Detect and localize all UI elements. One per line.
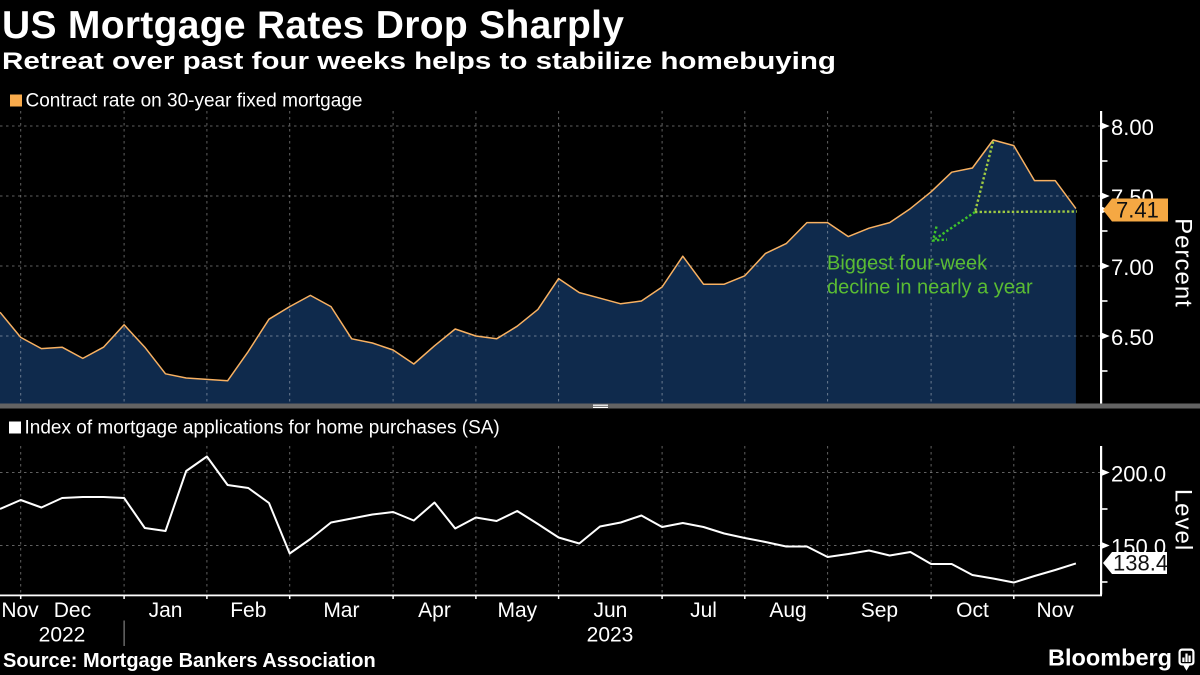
svg-text:Bloomberg: Bloomberg	[1048, 645, 1172, 671]
svg-text:US Mortgage Rates Drop Sharply: US Mortgage Rates Drop Sharply	[2, 4, 624, 47]
svg-text:Sep: Sep	[861, 599, 898, 622]
svg-text:Feb: Feb	[230, 599, 266, 622]
svg-text:Dec: Dec	[54, 599, 91, 622]
svg-text:May: May	[497, 599, 537, 622]
svg-text:Source: Mortgage Bankers Assoc: Source: Mortgage Bankers Association	[3, 650, 376, 672]
svg-text:Contract rate on 30-year fixed: Contract rate on 30-year fixed mortgage	[26, 91, 363, 112]
svg-text:2023: 2023	[587, 624, 634, 647]
svg-text:Percent: Percent	[1170, 218, 1197, 308]
svg-text:Mar: Mar	[323, 599, 359, 622]
svg-text:2022: 2022	[39, 624, 86, 647]
svg-text:8.00: 8.00	[1111, 115, 1154, 140]
svg-text:Jan: Jan	[149, 599, 183, 622]
svg-text:Retreat over past four weeks h: Retreat over past four weeks helps to st…	[2, 48, 836, 75]
svg-text:6.50: 6.50	[1111, 325, 1154, 350]
svg-text:Jul: Jul	[690, 599, 717, 622]
svg-text:decline in nearly a year: decline in nearly a year	[827, 277, 1033, 299]
svg-text:200.0: 200.0	[1111, 462, 1166, 487]
svg-text:Biggest four-week: Biggest four-week	[827, 253, 988, 275]
svg-text:Index of mortgage applications: Index of mortgage applications for home …	[25, 418, 500, 439]
svg-text:Jun: Jun	[593, 599, 627, 622]
svg-text:Oct: Oct	[956, 599, 989, 622]
svg-text:Level: Level	[1170, 489, 1197, 551]
svg-text:Apr: Apr	[418, 599, 451, 622]
svg-text:138.4: 138.4	[1113, 551, 1168, 576]
svg-text:Nov: Nov	[1037, 599, 1075, 622]
svg-text:Nov: Nov	[1, 599, 39, 622]
svg-text:Aug: Aug	[769, 599, 806, 622]
svg-text:7.00: 7.00	[1111, 255, 1154, 280]
svg-text:7.41: 7.41	[1116, 198, 1159, 223]
